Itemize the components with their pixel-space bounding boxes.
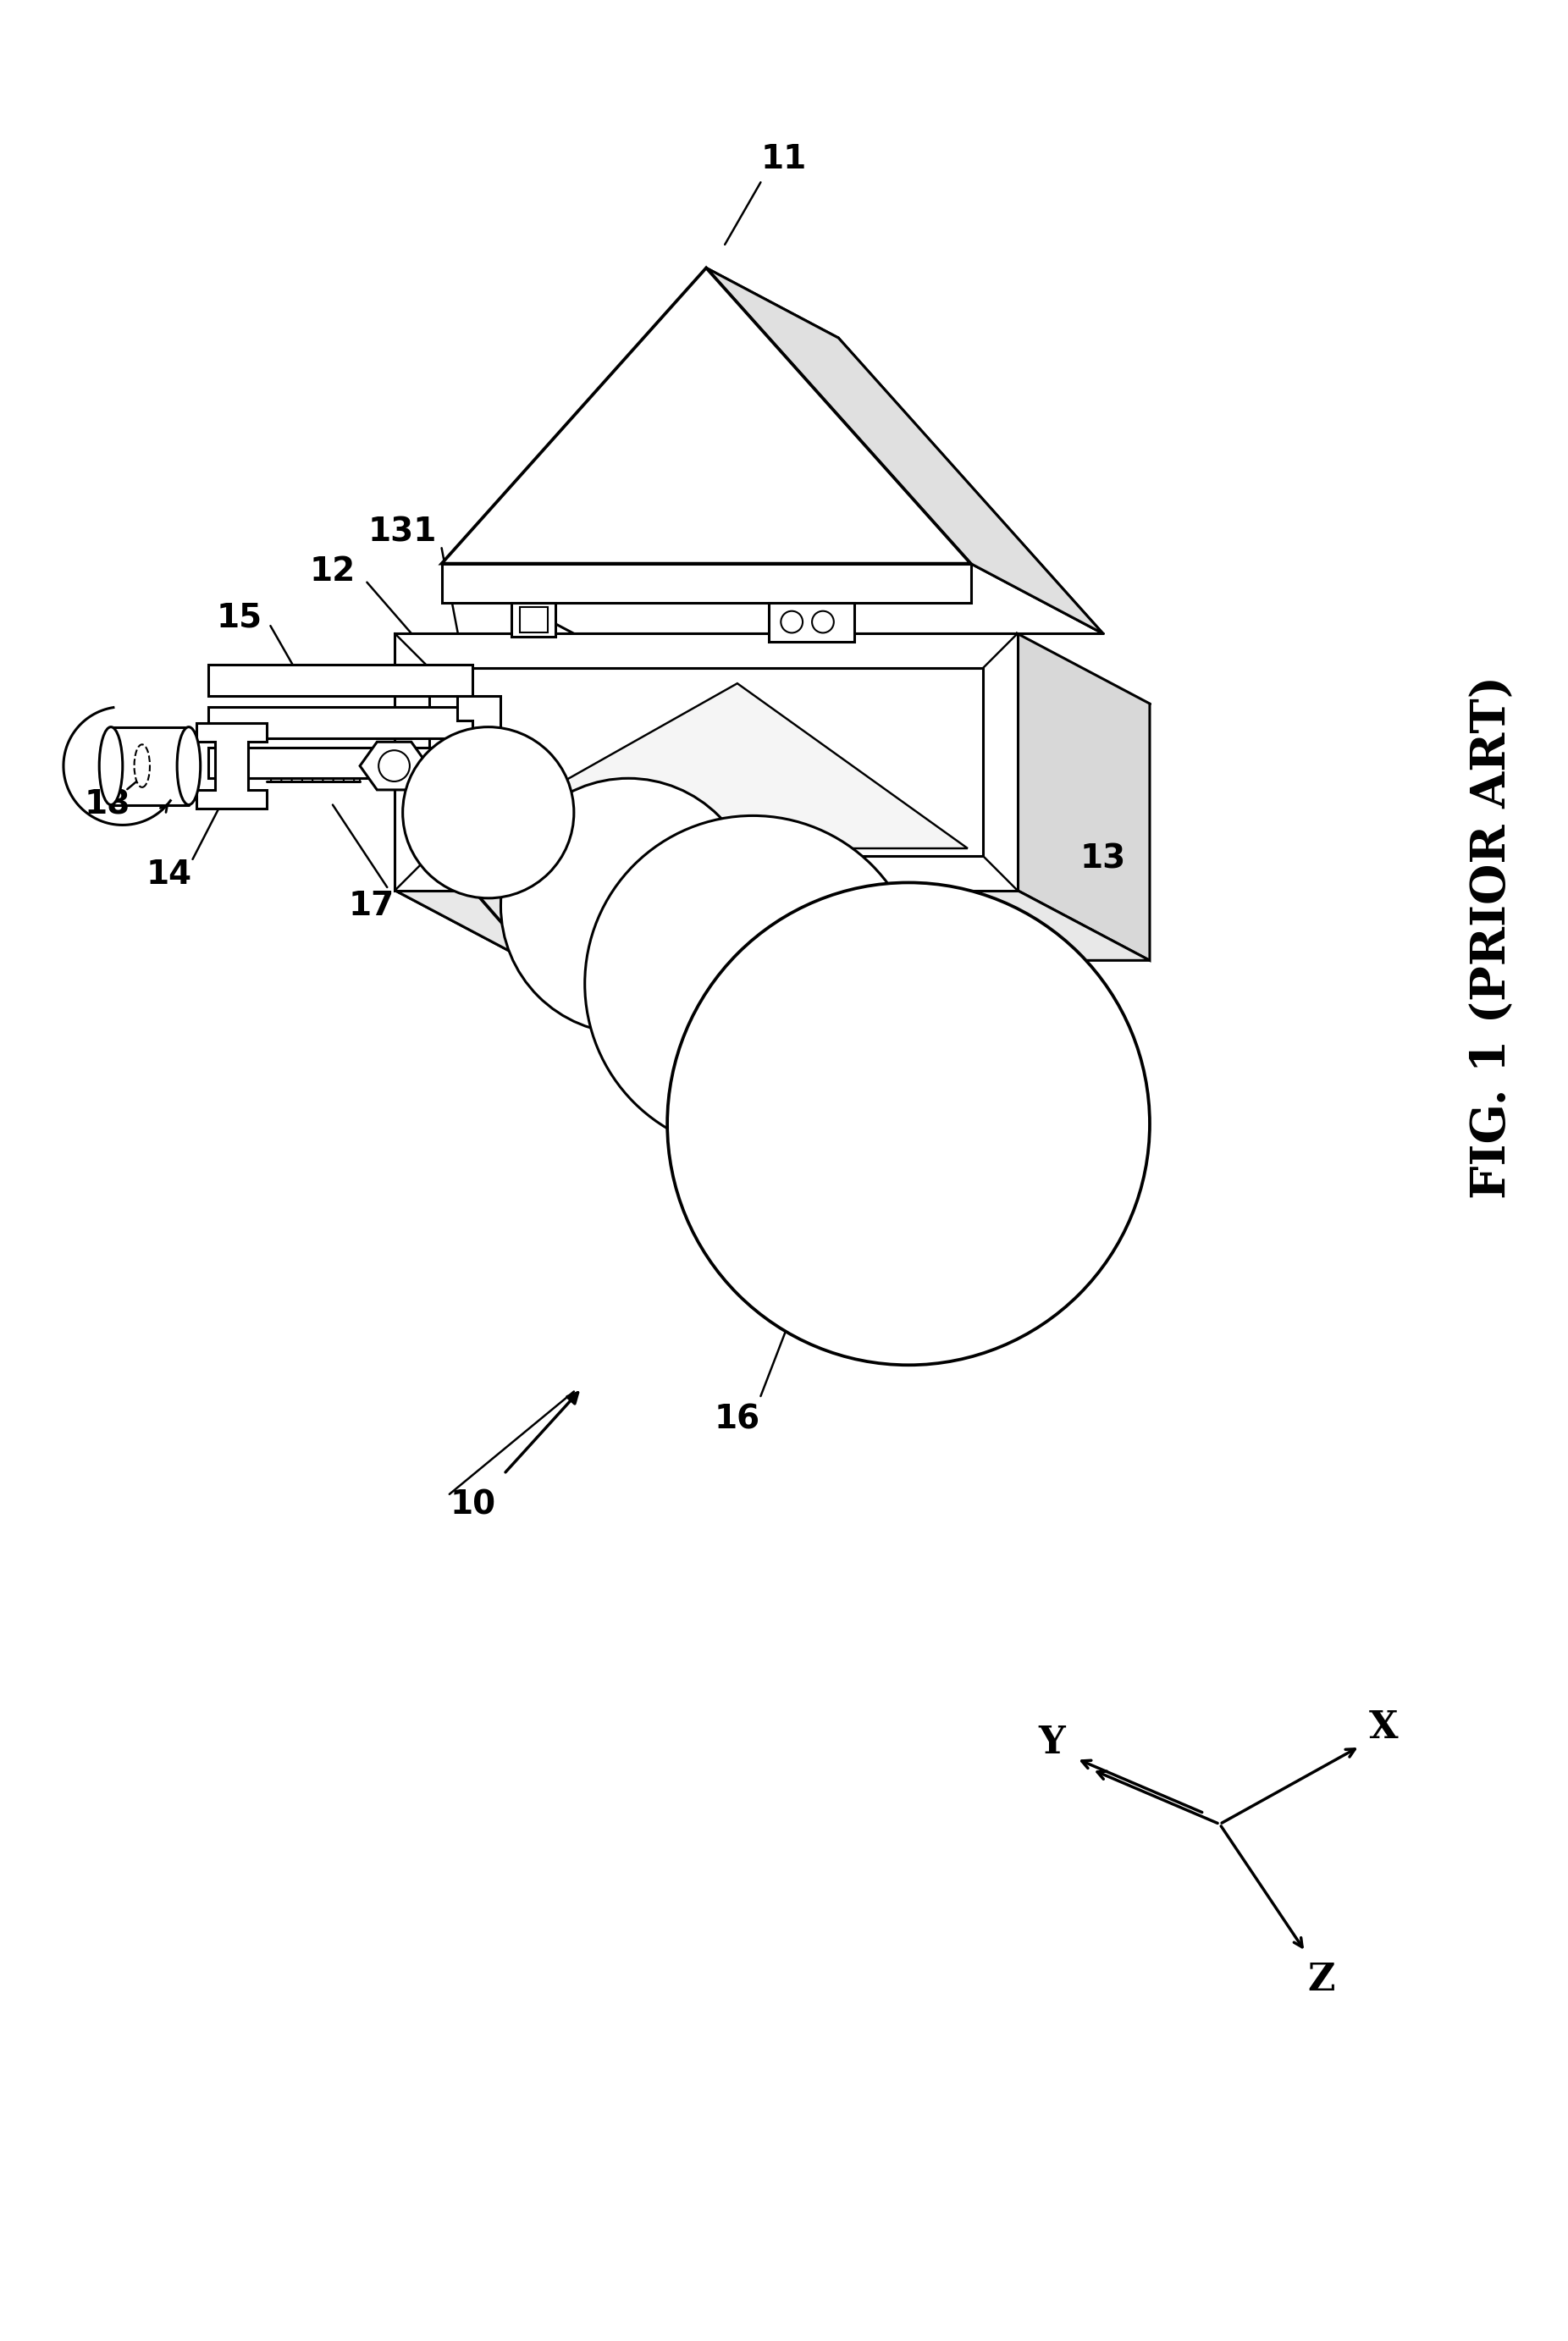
Polygon shape xyxy=(395,890,1149,960)
Ellipse shape xyxy=(668,883,1149,1365)
Polygon shape xyxy=(209,665,472,695)
Text: 131: 131 xyxy=(368,517,437,548)
Text: FIG. 1 (PRIOR ART): FIG. 1 (PRIOR ART) xyxy=(1469,677,1515,1199)
Text: 16: 16 xyxy=(715,1402,760,1435)
Ellipse shape xyxy=(135,744,151,787)
Polygon shape xyxy=(361,742,428,789)
Polygon shape xyxy=(209,707,472,737)
Text: Z: Z xyxy=(1308,1962,1334,1997)
Text: 15: 15 xyxy=(216,602,262,634)
Text: 13: 13 xyxy=(1080,843,1126,876)
Polygon shape xyxy=(395,634,1018,890)
Text: 14: 14 xyxy=(146,859,193,892)
Ellipse shape xyxy=(177,728,201,805)
Polygon shape xyxy=(768,602,855,641)
Polygon shape xyxy=(442,267,971,564)
Text: 10: 10 xyxy=(450,1489,495,1522)
Text: 11: 11 xyxy=(760,143,808,176)
Ellipse shape xyxy=(585,815,920,1152)
Polygon shape xyxy=(511,602,555,637)
Polygon shape xyxy=(458,695,500,747)
Polygon shape xyxy=(442,564,971,602)
Polygon shape xyxy=(445,684,967,847)
Ellipse shape xyxy=(500,777,756,1032)
Ellipse shape xyxy=(99,728,122,805)
Ellipse shape xyxy=(403,728,574,899)
Text: Y: Y xyxy=(1038,1725,1065,1760)
Polygon shape xyxy=(196,723,267,808)
Text: 12: 12 xyxy=(310,555,356,588)
Text: 18: 18 xyxy=(85,789,130,822)
Text: 17: 17 xyxy=(348,890,395,922)
Polygon shape xyxy=(1018,634,1149,960)
Polygon shape xyxy=(706,267,1102,634)
Text: X: X xyxy=(1369,1709,1397,1746)
Bar xyxy=(519,606,547,632)
Polygon shape xyxy=(209,747,472,777)
